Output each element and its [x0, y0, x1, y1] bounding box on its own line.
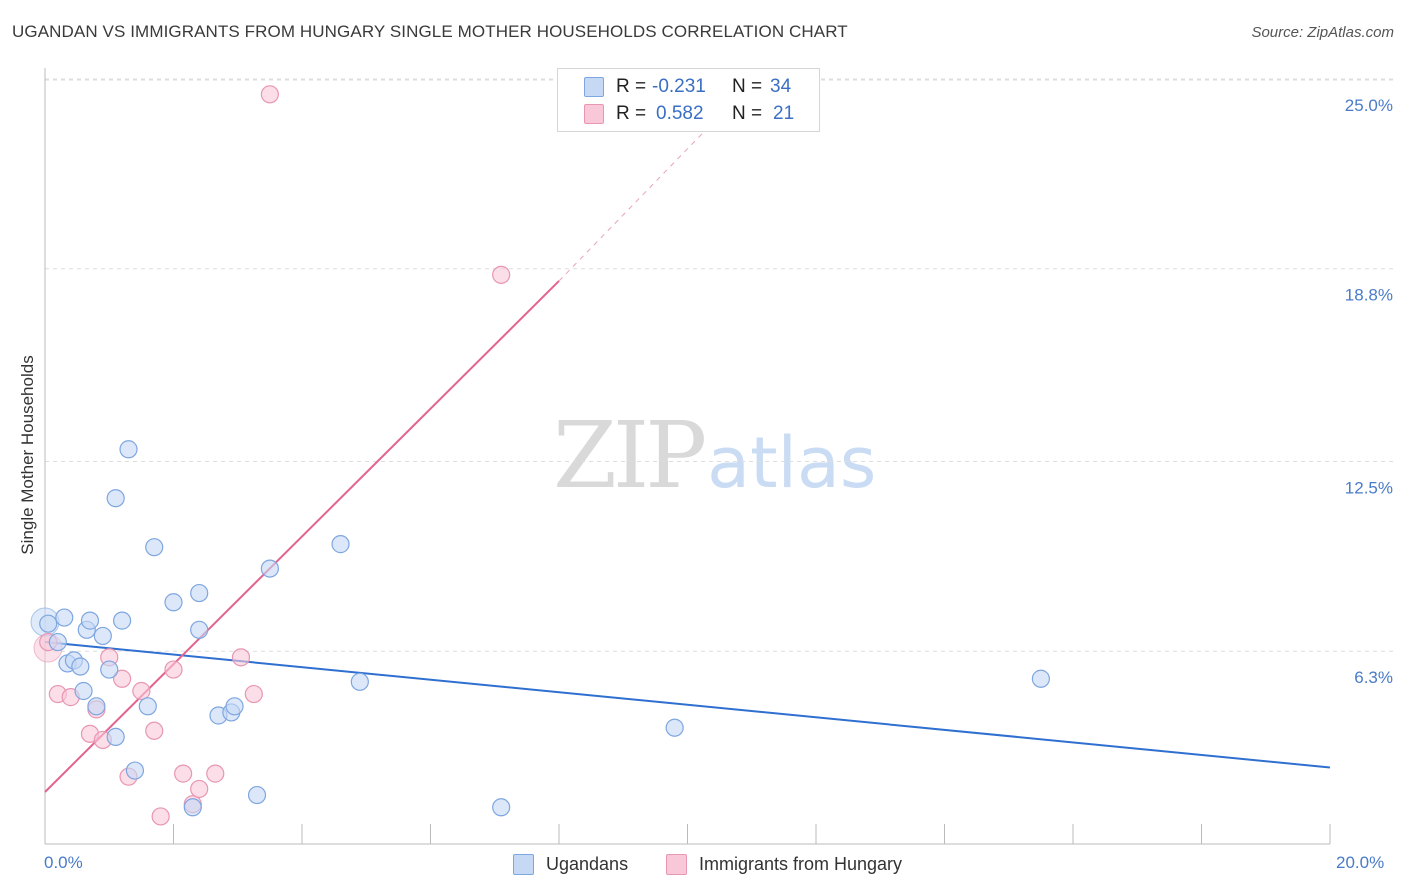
data-point-hungary: [112, 669, 132, 688]
legend-n-label: N =: [732, 103, 763, 124]
data-point-ugandans: [190, 583, 209, 603]
data-point-ugandans: [125, 761, 145, 780]
trend-line-ugandans: [44, 641, 1331, 769]
y-tick-label: 18.8%: [1345, 286, 1393, 305]
series-swatch-ugandans: [513, 853, 534, 875]
data-point-ugandans: [119, 440, 138, 459]
data-point-ugandans: [350, 672, 369, 691]
data-point-ugandans: [492, 798, 511, 817]
legend-swatch-ugandans: [584, 77, 604, 97]
data-point-ugandans: [331, 535, 350, 554]
data-point-hungary: [132, 681, 151, 701]
series-name-ugandans: Ugandans: [546, 853, 629, 874]
data-point-hungary: [244, 684, 263, 704]
data-point-ugandans: [48, 632, 67, 652]
data-point-ugandans: [55, 608, 74, 627]
data-point-hungary: [145, 721, 164, 740]
data-point-ugandans: [225, 697, 244, 716]
data-point-ugandans: [247, 785, 267, 805]
data-point-ugandans: [106, 489, 125, 508]
data-point-ugandans: [145, 538, 164, 557]
legend-r-label: R =: [616, 76, 647, 97]
data-point-ugandans: [74, 681, 93, 701]
legend-swatch-hungary: [584, 104, 604, 124]
correlation-legend: R = -0.231 N = 34 R = 0.582 N = 21: [557, 68, 820, 132]
legend-r-value: 0.582: [656, 103, 704, 124]
series-name-hungary: Immigrants from Hungary: [699, 853, 903, 874]
data-point-ugandans: [39, 614, 58, 633]
y-axis-label: Single Mother Households: [18, 355, 37, 555]
watermark-atlas: atlas: [707, 422, 877, 504]
data-point-hungary: [231, 648, 251, 667]
y-tick-label: 6.3%: [1354, 668, 1393, 687]
watermark-zip: ZIP: [553, 402, 707, 509]
y-tick-label: 12.5%: [1345, 479, 1393, 498]
data-point-ugandans: [183, 798, 202, 817]
data-point-ugandans: [164, 593, 183, 612]
data-point-hungary: [260, 85, 279, 104]
chart-title: UGANDAN VS IMMIGRANTS FROM HUNGARY SINGL…: [12, 22, 848, 41]
data-point-ugandans: [106, 727, 125, 747]
data-point-ugandans: [80, 611, 100, 630]
data-point-hungary: [190, 779, 209, 799]
data-point-ugandans: [190, 620, 209, 639]
data-point-ugandans: [100, 660, 119, 679]
legend-n-label: N =: [732, 76, 763, 97]
data-point-hungary: [164, 660, 183, 679]
legend-r-value: -0.231: [652, 76, 706, 97]
data-point-hungary: [174, 764, 193, 783]
legend-n-value: 34: [770, 76, 792, 97]
series-legend-hungary: Immigrants from Hungary: [666, 852, 902, 876]
data-point-ugandans: [71, 657, 90, 676]
watermark: ZIPatlas: [553, 402, 876, 509]
data-point-ugandans: [138, 697, 157, 716]
x-tick-label-min: 0.0%: [44, 853, 83, 872]
data-point-hungary: [492, 265, 511, 284]
legend-r-label: R =: [616, 103, 647, 124]
data-point-ugandans: [93, 626, 112, 646]
data-point-ugandans: [112, 611, 132, 630]
series-swatch-hungary: [666, 853, 687, 875]
data-point-ugandans: [1031, 669, 1050, 688]
data-point-ugandans: [260, 559, 279, 578]
trend-line-hungary-extension: [558, 115, 720, 282]
data-point-ugandans: [87, 697, 106, 716]
data-point-ugandans: [665, 718, 684, 737]
trend-line-hungary: [44, 280, 560, 793]
source-label: Source: ZipAtlas.com: [1251, 24, 1394, 41]
legend-n-value: 21: [773, 103, 795, 124]
y-tick-label: 25.0%: [1345, 96, 1393, 115]
data-point-hungary: [151, 807, 170, 826]
x-tick-label-max: 20.0%: [1336, 853, 1385, 872]
data-point-hungary: [206, 764, 225, 783]
series-legend-ugandans: Ugandans: [513, 852, 628, 876]
